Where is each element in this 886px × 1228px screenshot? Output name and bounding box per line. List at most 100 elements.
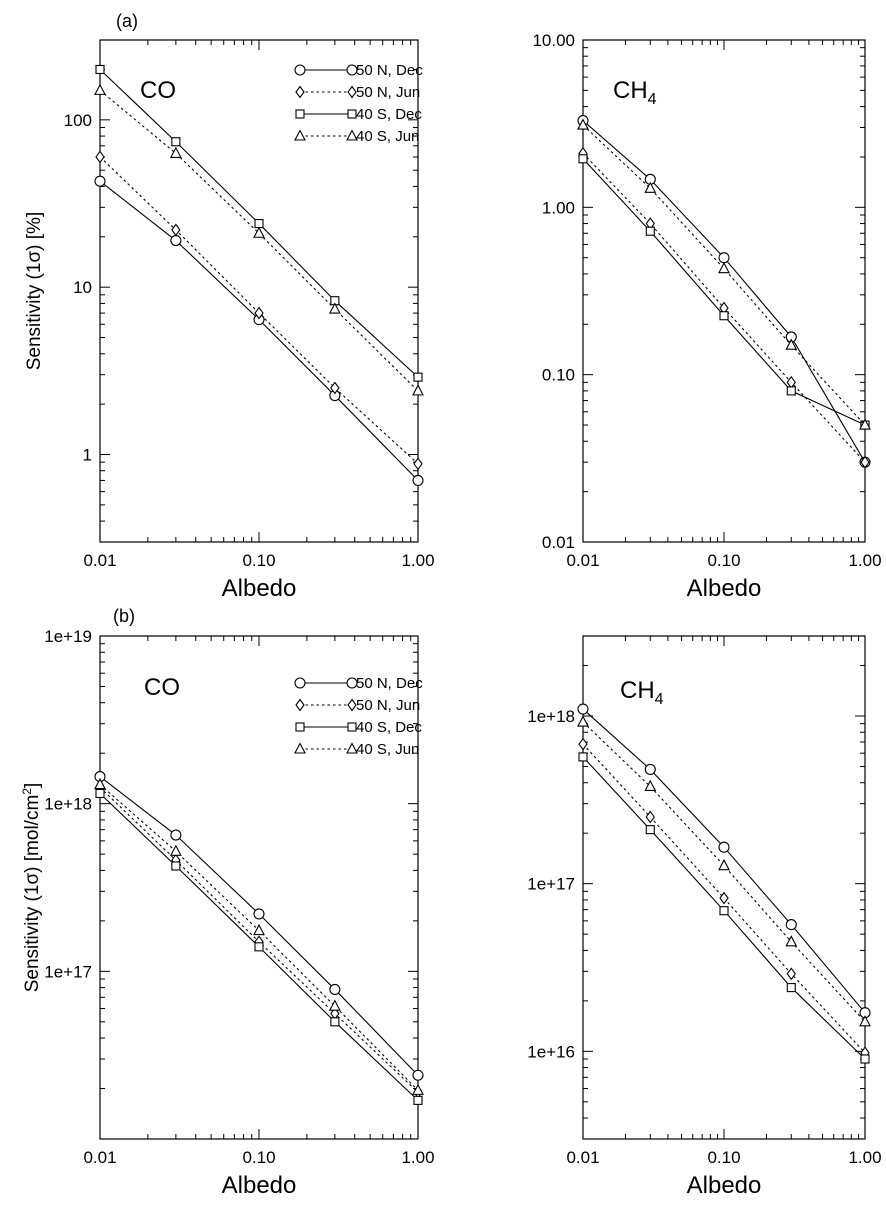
data-point (254, 942, 264, 952)
x-axis-label: Albedo (687, 575, 762, 602)
data-point (785, 919, 797, 931)
data-point (169, 146, 182, 158)
x-tick-label: 1.00 (848, 1148, 881, 1167)
x-tick-label: 1.00 (401, 551, 434, 570)
panel-3: 0.01 0.10 1.00 Albedo 1e+17 1e+18 1e+19 Sensiti… (20, 606, 435, 1199)
y-tick-label: 100 (64, 111, 92, 130)
x-axis: 0.01 0.10 1.00 Albedo (566, 636, 882, 1199)
data-point (786, 386, 796, 396)
legend-label: 40 S, Jun (356, 741, 419, 758)
series-line (582, 721, 866, 1023)
data-point (94, 175, 106, 187)
y-axis: 1 10 100 Sensitivity (1σ) [%] (24, 39, 418, 543)
x-axis-label: Albedo (687, 1172, 762, 1199)
data-point (645, 226, 655, 236)
legend-marker (295, 109, 305, 119)
plot-frame (582, 39, 866, 543)
data-point (330, 381, 340, 395)
series-4 (94, 83, 424, 396)
legend-entry: 40 S, Dec (295, 106, 422, 123)
data-point (171, 137, 181, 147)
data-point (412, 1083, 424, 1095)
data-point (719, 311, 729, 321)
data-point (719, 891, 729, 905)
data-point (95, 788, 105, 799)
y-axis: 1e+17 1e+18 1e+19 Sensitivity (1σ) [mol/cm2… (20, 627, 418, 1140)
data-point (412, 474, 424, 486)
data-point (644, 181, 657, 193)
data-point (95, 64, 105, 75)
y-axis: 0.01 0.10 1.00 10.00 (532, 31, 865, 552)
data-point (860, 1054, 870, 1064)
x-tick-label: 1.00 (848, 551, 881, 570)
legend-marker (295, 85, 305, 99)
x-tick-label: 0.10 (707, 551, 740, 570)
y-tick-label: 1e+16 (527, 1042, 575, 1061)
data-point (859, 1015, 871, 1027)
data-point (412, 1069, 424, 1081)
species-label: CO (144, 674, 180, 701)
legend-label: 40 S, Dec (356, 719, 422, 736)
species-label: CH4 (613, 77, 657, 108)
x-axis: 0.01 0.10 1.00 Albedo (83, 636, 435, 1199)
data-point (786, 967, 796, 981)
data-point (577, 118, 589, 130)
species-label: CO (140, 77, 176, 104)
data-point (170, 829, 182, 841)
legend-marker (346, 677, 358, 689)
data-point (644, 779, 657, 792)
legend-entry: 40 S, Jun (294, 128, 419, 145)
series-4 (94, 777, 424, 1095)
series-3 (95, 788, 423, 1105)
series-line (582, 743, 866, 1054)
y-tick-label: 10.00 (532, 31, 575, 50)
y-tick-label: 10 (73, 278, 92, 297)
data-point (253, 908, 265, 920)
legend-entry: 40 S, Dec (295, 719, 422, 736)
species-label: CH4 (620, 677, 664, 708)
series-line (582, 120, 866, 463)
legend-label: 40 S, Dec (356, 106, 422, 123)
legend-label: 50 N, Dec (356, 62, 423, 79)
legend-label: 50 N, Dec (356, 675, 423, 692)
panel-4: 0.01 0.10 1.00 Albedo 1e+16 1e+17 1e+18 CH4 (527, 635, 882, 1199)
y-tick-label: 1e+19 (44, 627, 92, 646)
data-point (413, 1095, 423, 1105)
data-point (253, 226, 265, 238)
data-point (171, 223, 181, 237)
legend-entry: 50 N, Jun (295, 697, 420, 714)
legend-marker (295, 698, 305, 712)
y-tick-label: 1.00 (542, 198, 575, 217)
series-1 (94, 175, 424, 486)
x-tick-label: 0.01 (83, 551, 116, 570)
x-axis: 0.01 0.10 1.00 Albedo (566, 40, 882, 602)
data-point (785, 935, 798, 947)
data-point (94, 83, 106, 95)
legend: 50 N, Dec 50 N, Jun 40 S, Dec 40 S, Jun (294, 675, 423, 758)
x-axis-label: Albedo (222, 575, 297, 602)
data-point (718, 859, 730, 871)
legend-marker (295, 722, 305, 732)
legend-marker (346, 64, 358, 76)
legend-entry: 40 S, Jun (294, 741, 419, 758)
data-point (94, 777, 106, 790)
data-point (171, 861, 181, 871)
series-2 (578, 146, 870, 469)
x-tick-label: 0.10 (242, 1148, 275, 1167)
series-2 (578, 737, 870, 1060)
data-point (645, 825, 655, 835)
legend-entry: 50 N, Dec (294, 62, 423, 79)
y-axis-label: Sensitivity (1σ) [mol/cm2] (20, 783, 43, 993)
legend-marker (346, 742, 358, 754)
legend-marker (294, 742, 306, 754)
data-point (254, 306, 264, 320)
x-tick-label: 0.10 (242, 551, 275, 570)
data-point (577, 715, 589, 727)
series-4 (577, 715, 871, 1027)
data-point (578, 737, 588, 751)
data-point (859, 418, 871, 430)
series-1 (577, 703, 871, 1019)
data-point (328, 999, 341, 1011)
data-point (786, 983, 796, 993)
